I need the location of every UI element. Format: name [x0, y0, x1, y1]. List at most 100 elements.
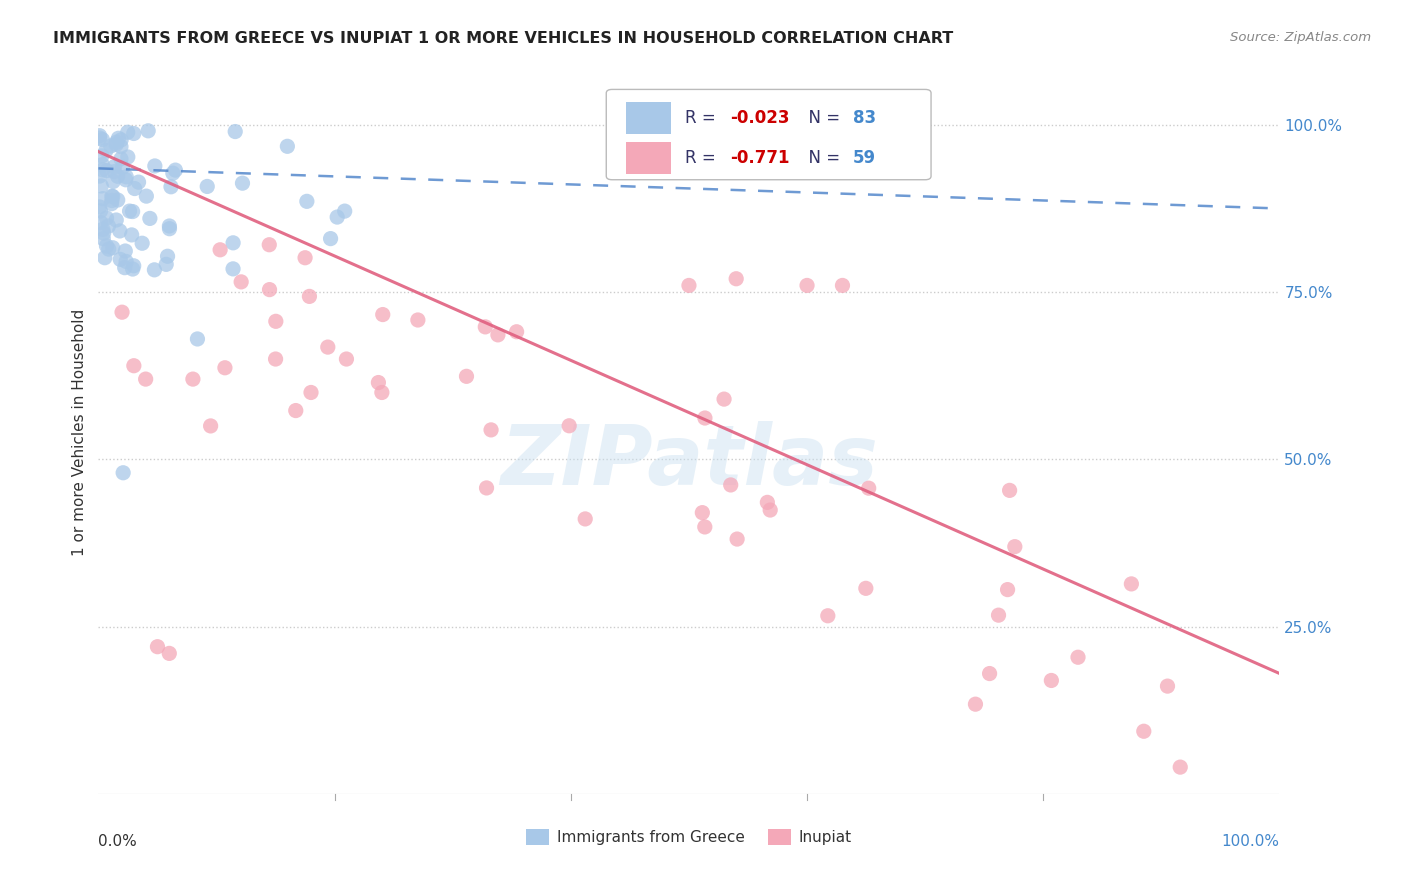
Point: [371, 385, 394, 400]
Point: [114, 173, 136, 187]
Point: [965, 697, 987, 711]
Point: [333, 204, 356, 219]
Point: [558, 418, 581, 433]
Point: [222, 261, 245, 276]
Point: [143, 159, 166, 173]
Point: [475, 481, 498, 495]
Point: [693, 411, 716, 425]
Point: [155, 257, 177, 271]
Point: [110, 139, 132, 153]
Point: [987, 608, 1010, 623]
Point: [335, 352, 357, 367]
Point: [678, 278, 700, 293]
Point: [796, 278, 818, 293]
Point: [110, 252, 132, 267]
Point: [162, 166, 184, 180]
Point: [94, 251, 117, 265]
Point: [101, 241, 124, 255]
Point: [89, 169, 111, 183]
Point: [96, 239, 118, 253]
Point: [200, 419, 222, 434]
Point: [136, 124, 159, 138]
Text: N =: N =: [797, 109, 845, 127]
Point: [117, 150, 139, 164]
Point: [89, 128, 111, 143]
Point: [146, 640, 169, 654]
Point: [90, 178, 112, 193]
Point: [121, 227, 143, 242]
Point: [181, 372, 204, 386]
Point: [91, 162, 114, 177]
Point: [103, 164, 125, 178]
Point: [725, 272, 748, 286]
Point: [135, 372, 157, 386]
Point: [117, 125, 139, 139]
Point: [1004, 540, 1026, 554]
Point: [105, 135, 128, 149]
Point: [693, 520, 716, 534]
Point: [479, 423, 502, 437]
Text: N =: N =: [797, 149, 845, 167]
Point: [91, 158, 114, 172]
Point: [101, 189, 124, 203]
Point: [91, 222, 114, 236]
Point: [128, 175, 150, 189]
Point: [231, 275, 253, 289]
Point: [111, 161, 134, 175]
Point: [195, 179, 218, 194]
Point: [115, 254, 138, 268]
Point: [94, 144, 117, 158]
Point: [259, 283, 281, 297]
Point: [725, 532, 748, 546]
Point: [131, 236, 153, 251]
Point: [1040, 673, 1063, 688]
Point: [160, 179, 183, 194]
Point: [90, 203, 112, 218]
Point: [295, 194, 318, 209]
Point: [121, 204, 143, 219]
Point: [96, 163, 118, 178]
Point: [486, 327, 509, 342]
Point: [831, 278, 853, 293]
Point: [165, 163, 187, 178]
Point: [997, 582, 1019, 597]
Point: [156, 249, 179, 263]
Point: [998, 483, 1021, 498]
FancyBboxPatch shape: [606, 89, 931, 180]
Point: [89, 131, 111, 145]
Point: [186, 332, 208, 346]
Point: [107, 169, 129, 184]
Point: [112, 466, 135, 480]
Point: [107, 131, 129, 145]
Point: [91, 232, 114, 246]
Point: [298, 289, 321, 303]
Point: [110, 152, 132, 166]
Point: [90, 149, 112, 163]
Point: [91, 192, 114, 206]
Point: [720, 478, 742, 492]
Bar: [626, 102, 671, 134]
Point: [118, 204, 141, 219]
Point: [103, 160, 125, 174]
Point: [692, 506, 714, 520]
Point: [114, 244, 136, 258]
Point: [115, 169, 138, 184]
Point: [110, 133, 132, 147]
Point: [143, 263, 166, 277]
Legend: Immigrants from Greece, Inupiat: Immigrants from Greece, Inupiat: [520, 823, 858, 851]
Point: [264, 352, 287, 367]
Point: [105, 213, 128, 227]
Point: [505, 325, 527, 339]
Text: R =: R =: [685, 149, 721, 167]
Point: [114, 260, 136, 275]
Point: [231, 176, 253, 190]
Point: [1168, 760, 1191, 774]
Point: [817, 608, 839, 623]
Point: [101, 189, 124, 203]
Point: [1156, 679, 1178, 693]
Point: [276, 139, 298, 153]
Point: [222, 235, 245, 250]
Point: [105, 137, 128, 152]
Point: [157, 219, 180, 233]
Text: -0.771: -0.771: [730, 149, 790, 167]
